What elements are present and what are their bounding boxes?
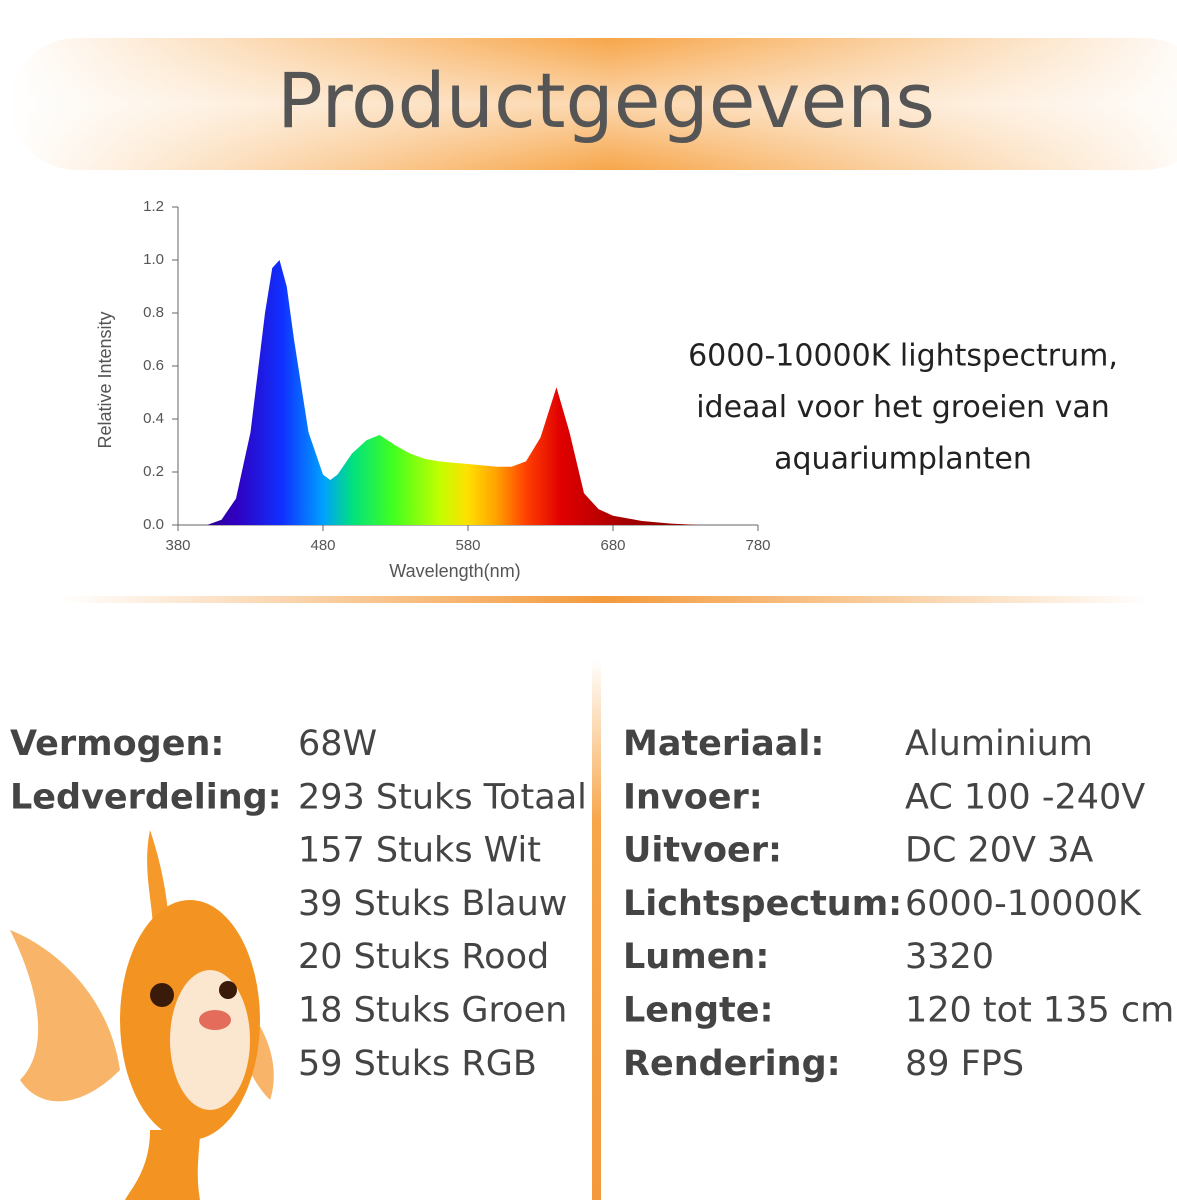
- spec-value: 68W: [298, 724, 377, 764]
- spec-label: Vermogen:: [10, 724, 224, 764]
- led-detail: 39 Stuks Blauw: [298, 884, 567, 924]
- specifications: Vermogen: 68W Ledverdeling: 293 Stuks Totaa…: [10, 724, 1174, 1084]
- page-title: Productgegevens: [277, 56, 935, 145]
- spec-label: Rendering:: [623, 1044, 841, 1084]
- x-axis-label: Wavelength(nm): [389, 561, 520, 581]
- y-tick-label: 0.6: [143, 357, 164, 374]
- spectrum-area: [207, 260, 700, 525]
- led-detail: 20 Stuks Rood: [298, 937, 549, 977]
- banner-sheen: [10, 38, 1177, 170]
- spec-value: 3320: [905, 937, 994, 977]
- y-tick-label: 0.4: [143, 410, 164, 427]
- spec-label: Lumen:: [623, 937, 769, 977]
- x-tick-label: 680: [600, 537, 625, 554]
- y-tick-label: 0.0: [143, 516, 164, 533]
- led-detail: 157 Stuks Wit: [298, 831, 541, 871]
- spec-value: 6000-10000K: [905, 884, 1142, 924]
- column-divider: [592, 660, 601, 1200]
- y-tick-label: 0.8: [143, 304, 164, 321]
- spec-label: Materiaal:: [623, 724, 824, 764]
- spec-value: Aluminium: [905, 724, 1093, 764]
- y-tick-label: 1.2: [143, 198, 164, 215]
- spec-value: 120 tot 135 cm: [905, 991, 1174, 1031]
- y-tick-label: 0.2: [143, 463, 164, 480]
- caption-line: aquariumplanten: [774, 442, 1032, 477]
- caption-line: 6000-10000K lightspectrum,: [688, 339, 1118, 374]
- caption-line: ideaal voor het groeien van: [696, 390, 1110, 425]
- spec-value: AC 100 -240V: [905, 777, 1145, 817]
- y-axis-label: Relative Intensity: [95, 311, 115, 448]
- spec-label: Ledverdeling:: [10, 777, 282, 817]
- spec-label: Invoer:: [623, 777, 763, 817]
- spec-value: DC 20V 3A: [905, 831, 1093, 871]
- spec-label: Lichtspectum:: [623, 884, 902, 924]
- y-tick-label: 1.0: [143, 251, 164, 268]
- divider: [60, 596, 1150, 603]
- x-tick-label: 580: [455, 537, 480, 554]
- spectrum-chart: 0.0 0.2 0.4 0.6 0.8 1.0 1.2 380 480 580 680 780 Wave…: [95, 198, 771, 581]
- x-tick-label: 780: [745, 537, 770, 554]
- spec-value: 293 Stuks Totaal: [298, 777, 587, 817]
- led-detail: 59 Stuks RGB: [298, 1044, 537, 1084]
- x-tick-label: 480: [310, 537, 335, 554]
- x-tick-label: 380: [165, 537, 190, 554]
- goldfish: [10, 830, 274, 1200]
- led-detail: 18 Stuks Groen: [298, 991, 567, 1031]
- spec-label: Uitvoer:: [623, 831, 782, 871]
- spec-label: Lengte:: [623, 991, 773, 1031]
- spec-value: 89 FPS: [905, 1044, 1024, 1084]
